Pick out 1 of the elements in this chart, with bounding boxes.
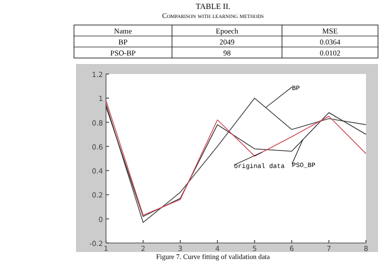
text: TABLE II.: [196, 2, 230, 11]
